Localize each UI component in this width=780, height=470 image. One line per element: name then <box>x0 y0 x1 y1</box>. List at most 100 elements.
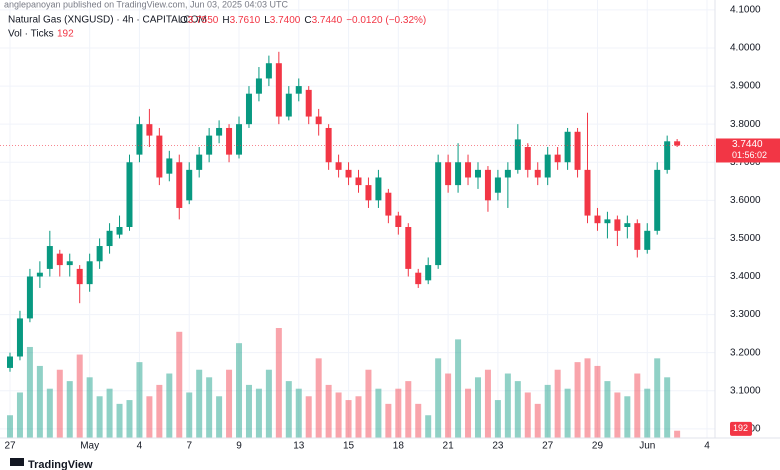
ohlc-value: 3.7400 <box>270 15 301 26</box>
y-tick-label: 3.6000 <box>730 195 761 206</box>
candle-body <box>126 162 133 227</box>
volume-bar <box>255 388 262 438</box>
volume-bar <box>96 396 103 438</box>
candle-body <box>176 162 183 208</box>
volume-bar <box>614 392 621 438</box>
y-tick-label: 3.4000 <box>730 271 761 282</box>
volume-bar <box>206 377 213 438</box>
candle-body <box>465 162 472 178</box>
volume-bar <box>295 388 302 438</box>
volume-bar <box>524 392 531 438</box>
candle-body <box>7 356 13 368</box>
volume-bar <box>415 403 422 438</box>
volume-bar <box>66 381 73 438</box>
candle-body <box>674 141 681 146</box>
volume-bar <box>385 403 392 438</box>
candle-body <box>395 215 402 227</box>
volume-bar <box>136 362 143 438</box>
y-tick-label: 3.1000 <box>730 385 761 396</box>
y-tick-label: 4.1000 <box>730 5 761 16</box>
volume-bar <box>265 369 272 438</box>
x-tick-label: 21 <box>443 441 455 452</box>
volume-bar <box>56 369 63 438</box>
candle-body <box>325 127 332 163</box>
volume-bar <box>226 369 233 438</box>
candle-body <box>624 223 631 227</box>
volume-bar <box>106 388 113 438</box>
candle-body <box>484 169 491 201</box>
volume-bar <box>514 381 521 438</box>
y-tick-label: 3.2000 <box>730 347 761 358</box>
volume-bar <box>305 396 312 438</box>
volume-badge <box>730 421 752 436</box>
candle-body <box>46 246 53 269</box>
volume-bar <box>644 388 651 438</box>
candle-body <box>36 272 43 277</box>
grid <box>0 0 715 438</box>
candle-body <box>56 253 63 266</box>
volume-bar <box>375 388 382 438</box>
candle-body <box>614 219 621 231</box>
volume-bar <box>465 388 472 438</box>
volume-bar <box>7 415 13 438</box>
volume-bar <box>534 403 541 438</box>
candle-body <box>405 226 412 269</box>
candle-body <box>345 169 352 178</box>
candle-body <box>514 139 521 170</box>
ohlc-header: O3.7550 H3.7610 L3.7400 C3.7440 −0.0120 (−0.… <box>180 15 426 26</box>
candle-body <box>445 162 452 186</box>
volume-bar <box>245 384 252 438</box>
volume-bar <box>285 381 292 438</box>
x-tick-label: May <box>80 441 99 452</box>
candle-body <box>305 89 312 117</box>
candle-body <box>216 127 223 136</box>
candle-body <box>375 177 382 201</box>
x-tick-label: 18 <box>393 441 405 452</box>
volume-pane <box>7 328 681 438</box>
candle-body <box>494 177 501 193</box>
volume-bar <box>584 358 591 438</box>
volume-bar <box>504 373 511 438</box>
x-tick-label: 15 <box>343 441 355 452</box>
x-tick-label: 7 <box>186 441 192 452</box>
candle-body <box>96 246 103 262</box>
candle-body <box>664 141 671 170</box>
x-tick-label: 29 <box>592 441 604 452</box>
volume-bar <box>166 373 173 438</box>
volume-bar <box>196 369 203 438</box>
x-tick-label: 9 <box>236 441 242 452</box>
x-tick-label: 13 <box>293 441 305 452</box>
volume-bar <box>624 396 631 438</box>
volume-bar <box>176 331 183 438</box>
candle-body <box>544 154 551 178</box>
volume-bar <box>156 384 163 438</box>
volume-bar <box>355 396 362 438</box>
volume-bar <box>116 403 123 438</box>
y-tick-label: 3.5000 <box>730 233 761 244</box>
x-tick-label: 4 <box>704 441 710 452</box>
volume-bar <box>325 384 332 438</box>
volume-badge-label: 192 <box>733 423 748 433</box>
symbol-title: Natural Gas (XNGUSD) · 4h · CAPITALCOM <box>8 15 207 26</box>
volume-bar <box>315 358 322 438</box>
volume-bar <box>186 392 193 438</box>
volume-bar <box>126 400 133 438</box>
candle-body <box>295 86 302 94</box>
countdown: 01:56:02 <box>732 150 767 160</box>
brand-logo <box>10 458 24 466</box>
candle-body <box>654 169 661 231</box>
candle-body <box>604 219 611 224</box>
volume-bar <box>494 400 501 438</box>
candle-body <box>335 162 342 170</box>
candle-body <box>236 124 243 155</box>
volume-bar <box>435 358 442 438</box>
volume-bar <box>484 369 491 438</box>
ohlc-label: O <box>180 15 188 26</box>
candle-body <box>66 261 73 266</box>
y-tick-label: 4.0000 <box>730 43 761 54</box>
candle-body <box>504 169 511 178</box>
candle-body <box>435 162 442 266</box>
volume-bar <box>146 396 153 438</box>
attribution: anglepanoyan published on TradingView.co… <box>4 0 289 9</box>
